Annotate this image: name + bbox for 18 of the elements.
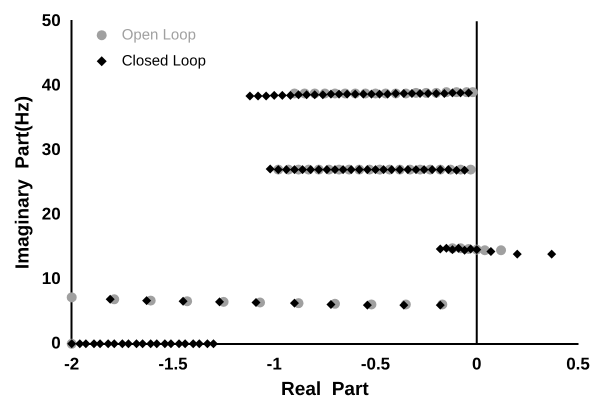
y-tick-label: 40 <box>42 75 61 94</box>
x-tick-label: 0 <box>472 354 482 374</box>
x-tick-label: -2 <box>64 354 80 374</box>
y-tick-label: 30 <box>42 140 61 159</box>
y-tick-label: 10 <box>42 268 61 288</box>
y-axis-title: Imaginary Part(Hz) <box>12 96 34 270</box>
y-tick-label: 50 <box>42 10 61 30</box>
x-axis-title: Real Part <box>281 378 370 400</box>
x-tick-label: -1.5 <box>158 354 188 374</box>
x-tick-label: -0.5 <box>360 354 390 374</box>
point <box>496 245 506 256</box>
x-tick-label: -1 <box>266 354 282 374</box>
y-tick-label: 20 <box>42 204 61 224</box>
legend-label: Closed Loop <box>122 52 206 70</box>
point <box>66 292 77 302</box>
y-tick-label: 0 <box>51 333 61 352</box>
legend-label: Open Loop <box>122 26 196 44</box>
x-tick-label: 0.5 <box>566 354 590 374</box>
